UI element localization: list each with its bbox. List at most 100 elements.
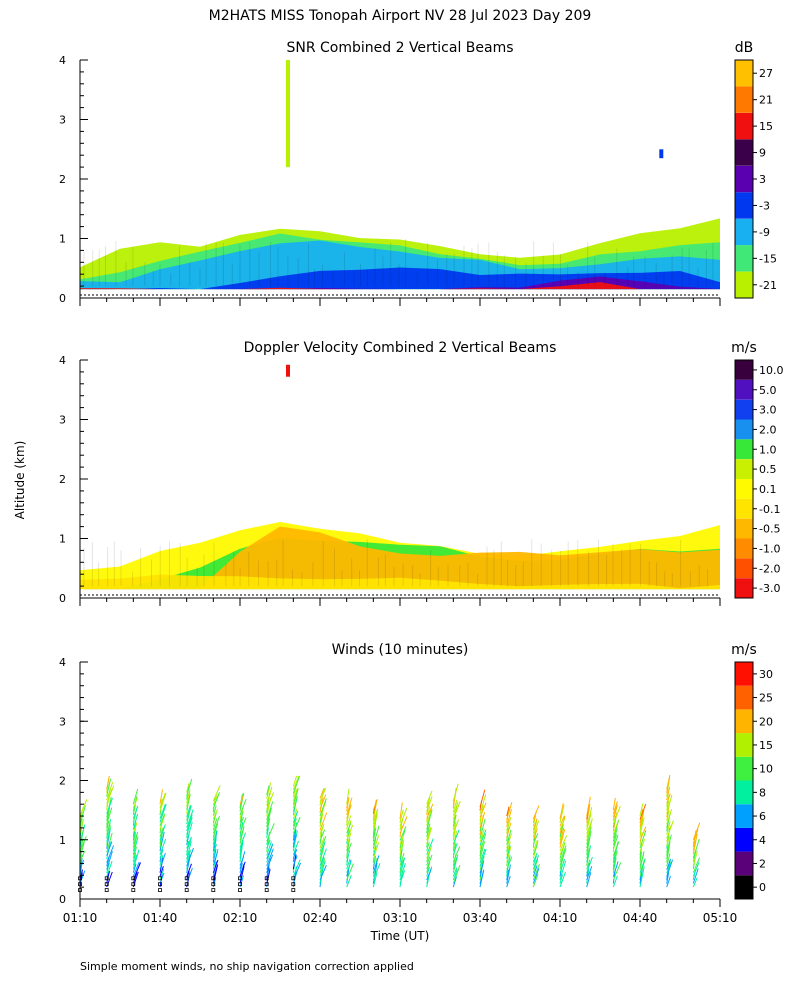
doppler-panel: Doppler Velocity Combined 2 Vertical Bea… xyxy=(59,340,784,606)
calm-marker xyxy=(264,876,269,881)
wind-barb xyxy=(292,808,298,819)
wind-barb xyxy=(106,807,113,825)
wind-barb xyxy=(239,810,244,823)
wind-barb xyxy=(426,868,432,881)
wind-barb xyxy=(292,830,298,852)
wind-barb xyxy=(452,814,457,827)
wind-barb xyxy=(106,820,110,832)
wind-barb xyxy=(372,810,378,825)
wind-barb xyxy=(479,848,486,863)
wind-barb xyxy=(479,794,487,815)
wind-barb xyxy=(506,845,511,859)
wind-barb xyxy=(612,861,619,877)
calm-marker xyxy=(104,888,109,892)
wind-barb xyxy=(372,855,380,874)
wind-barb xyxy=(452,842,458,856)
wind-barb xyxy=(532,844,538,856)
calm-marker xyxy=(238,882,242,887)
wind-barb xyxy=(292,798,298,812)
wind-barb xyxy=(426,827,432,845)
wind-barb xyxy=(532,863,540,881)
wind-barb xyxy=(612,820,619,835)
wind-barb xyxy=(132,833,138,848)
wind-barb xyxy=(239,826,245,841)
colorbar-swatch xyxy=(735,662,753,686)
wind-barb xyxy=(186,778,193,797)
colorbar-unit: dB xyxy=(735,40,754,56)
wind-barb xyxy=(452,867,458,877)
wind-barb xyxy=(586,856,593,874)
calm-marker xyxy=(211,876,216,881)
wind-barb xyxy=(106,781,114,801)
wind-barb xyxy=(79,799,88,817)
wind-barb xyxy=(132,813,139,830)
wind-barb xyxy=(426,796,433,812)
wind-barb xyxy=(79,819,84,834)
wind-barb xyxy=(666,858,672,870)
wind-barb xyxy=(506,875,511,888)
wind-barb xyxy=(212,785,221,802)
wind-barb xyxy=(239,795,244,805)
wind-profile xyxy=(158,789,167,892)
wind-barb xyxy=(159,815,166,830)
wind-barb xyxy=(319,835,327,852)
time-axis-label: Time (UT) xyxy=(370,929,430,943)
wind-barb xyxy=(159,866,164,877)
echo-blob xyxy=(286,364,290,377)
colorbar-swatch xyxy=(735,685,753,710)
wind-barb xyxy=(186,804,191,818)
wind-barb xyxy=(532,839,538,852)
wind-barb xyxy=(106,841,113,856)
colorbar-swatch xyxy=(735,756,753,781)
wind-barb xyxy=(559,848,567,866)
colorbar-swatch xyxy=(735,399,753,420)
wind-barb xyxy=(346,788,350,805)
y-tick-label: 4 xyxy=(59,354,66,367)
wind-barb xyxy=(532,873,539,888)
wind-barb xyxy=(506,864,511,884)
wind-barb xyxy=(586,806,593,827)
colorbar-label: 8 xyxy=(759,786,766,799)
wind-barb xyxy=(79,828,85,842)
wind-barb xyxy=(319,788,325,799)
wind-barb xyxy=(212,843,217,856)
wind-barb xyxy=(346,838,351,852)
wind-barb xyxy=(186,805,192,825)
wind-profile xyxy=(319,787,328,888)
wind-barb xyxy=(479,789,486,808)
wind-barb xyxy=(212,809,218,820)
wind-barb xyxy=(159,789,163,805)
colorbar-label: 5.0 xyxy=(759,384,777,397)
calm-marker xyxy=(131,888,136,892)
wind-barb xyxy=(666,777,670,790)
wind-barb xyxy=(506,869,510,881)
colorbar-label: 2 xyxy=(759,858,766,871)
wind-barb xyxy=(266,841,272,856)
wind-barb xyxy=(452,829,460,845)
wind-barb xyxy=(639,803,644,817)
wind-barb xyxy=(692,829,699,844)
wind-profile xyxy=(131,788,141,892)
colorbar-label: 0.5 xyxy=(759,463,777,476)
colorbar-frame xyxy=(734,661,754,900)
x-tick-label: 02:10 xyxy=(223,911,258,925)
y-tick-label: 1 xyxy=(59,233,66,246)
wind-barb xyxy=(399,857,405,870)
wind-barb xyxy=(612,850,618,867)
wind-barb xyxy=(612,805,621,825)
wind-barb xyxy=(239,856,245,866)
wind-barb xyxy=(639,859,646,874)
wind-barb xyxy=(159,827,164,837)
colorbar-label: 10 xyxy=(759,763,773,776)
wind-barb xyxy=(399,870,406,884)
colorbar-label: -15 xyxy=(759,252,777,265)
colorbar-swatch xyxy=(735,479,753,499)
wind-barb xyxy=(666,841,671,863)
wind-barb xyxy=(372,798,378,811)
wind-barb xyxy=(666,834,672,853)
echo-blob xyxy=(286,60,290,168)
wind-barb xyxy=(346,797,353,816)
wind-barb xyxy=(692,862,700,877)
wind-barb xyxy=(346,861,352,873)
wind-barb xyxy=(666,875,671,888)
